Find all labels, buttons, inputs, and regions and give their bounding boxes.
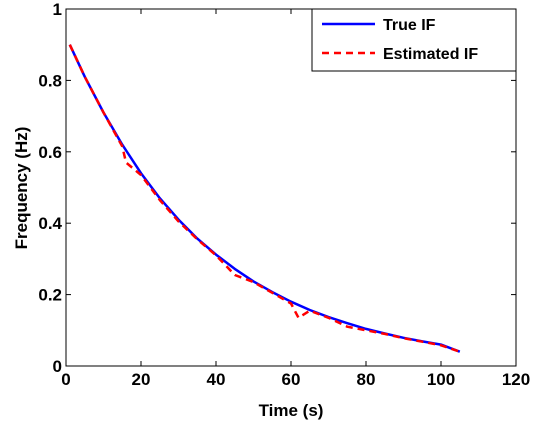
y-tick-label: 1 bbox=[53, 0, 62, 19]
y-tick-label: 0.6 bbox=[38, 143, 62, 162]
x-axis-label: Time (s) bbox=[259, 401, 324, 420]
y-tick-label: 0.2 bbox=[38, 286, 62, 305]
y-tick-label: 0 bbox=[53, 357, 62, 376]
series-layer bbox=[68, 44, 461, 353]
x-tick-label: 0 bbox=[61, 370, 70, 389]
series-line-estimated-if bbox=[68, 44, 461, 353]
x-tick-label: 80 bbox=[357, 370, 376, 389]
y-tick-label: 0.8 bbox=[38, 71, 62, 90]
legend-label-estimated-if: Estimated IF bbox=[383, 46, 478, 63]
x-tick-label: 60 bbox=[282, 370, 301, 389]
ticks: 0 20 40 60 80 100 120 0 0.2 0.4 0.6 0.8 1 bbox=[38, 0, 530, 389]
y-axis-label: Frequency (Hz) bbox=[12, 127, 31, 250]
legend: True IF Estimated IF bbox=[311, 8, 517, 72]
x-tick-label: 40 bbox=[207, 370, 226, 389]
x-tick-label: 120 bbox=[502, 370, 530, 389]
legend-box bbox=[311, 8, 517, 72]
x-tick-label: 100 bbox=[427, 370, 455, 389]
y-tick-label: 0.4 bbox=[38, 214, 62, 233]
legend-label-true-if: True IF bbox=[383, 17, 436, 34]
x-tick-label: 20 bbox=[132, 370, 151, 389]
